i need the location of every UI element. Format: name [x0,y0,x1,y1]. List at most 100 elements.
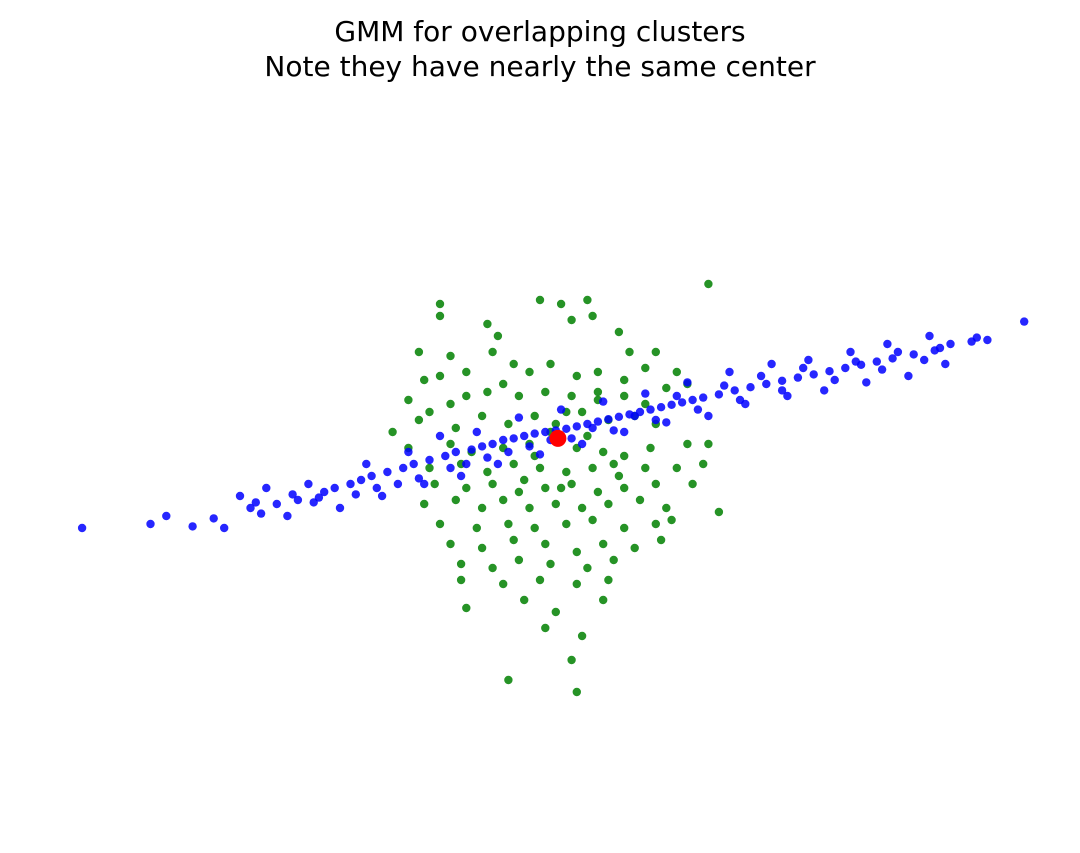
cluster-1-point [667,515,676,525]
cluster-2-point [809,370,818,379]
cluster-2-point [693,405,703,414]
cluster-2-point [446,463,455,473]
cluster-2-point [620,427,629,437]
cluster-1-point [430,479,439,489]
cluster-1-point [672,367,681,377]
cluster-1-point [472,523,481,533]
cluster-2-point [799,363,808,373]
cluster-2-point [514,413,524,422]
cluster-1-point [688,479,697,489]
cluster-2-point [462,459,471,469]
cluster-1-point [530,523,539,533]
cluster-2-point [346,479,355,489]
cluster-1-point [583,295,592,305]
cluster-1-point [614,471,624,481]
cluster-1-point [620,523,629,533]
cluster-2-point [983,335,992,345]
cluster-2-point [314,493,324,502]
cluster-1-point [593,367,603,377]
cluster-1-point [499,579,508,589]
cluster-1-point [435,371,445,381]
cluster-1-point [435,311,445,321]
cluster-1-point [635,495,645,505]
cluster-2-point [577,439,587,449]
cluster-1-point [456,575,466,585]
cluster-2-point [767,359,776,369]
chart-title-block: GMM for overlapping clusters Note they h… [0,14,1080,84]
cluster-1-point [541,387,550,397]
cluster-2-point [777,376,787,385]
cluster-2-point [304,479,313,489]
cluster-1-point [567,391,576,401]
cluster-1-point [514,391,524,401]
cluster-1-point [572,579,581,589]
cluster-1-point [541,539,550,549]
cluster-2-point [351,490,360,499]
cluster-2-point [777,386,787,395]
cluster-1-point [488,479,497,489]
cluster-2-point [246,503,255,513]
cluster-1-point [630,543,639,553]
cluster-1-point [704,279,713,289]
cluster-1-point [404,395,413,405]
cluster-1-point [620,375,629,385]
cluster-2-point [667,400,676,409]
cluster-1-point [604,575,613,585]
cluster-2-point [356,475,366,485]
cluster-1-point [520,475,529,485]
cluster-1-point [546,359,555,369]
cluster-2-point [188,522,197,531]
cluster-2-point [793,373,803,382]
chart-subtitle: Note they have nearly the same center [264,50,816,83]
cluster-2-point [256,509,266,518]
cluster-2-point [220,523,229,533]
cluster-1-point [651,519,660,529]
cluster-1-point [556,299,566,309]
cluster-2-point [904,371,913,381]
cluster-2-point [609,426,618,435]
cluster-2-point [714,390,724,399]
cluster-1-point [414,415,424,425]
cluster-1-point [588,311,597,321]
cluster-1-point [530,411,539,421]
cluster-2-point [451,447,460,457]
cluster-2-point [972,333,981,342]
cluster-2-point [535,450,545,459]
cluster-2-point [367,471,376,481]
cluster-2-point [720,381,729,390]
cluster-1-point [477,543,487,553]
cluster-1-point [551,499,560,509]
cluster-2-point [883,339,892,349]
cluster-1-point [535,575,545,585]
cluster-2-point [599,397,608,406]
cluster-2-point [877,365,887,374]
cluster-2-point [699,393,708,402]
cluster-1-point [704,439,713,449]
cluster-1-point [535,295,545,305]
cluster-2-point [593,417,603,426]
cluster-2-point [488,439,497,449]
cluster-1-point [509,459,518,469]
cluster-1-point [662,383,671,393]
cluster-1-point [535,463,545,473]
cluster-1-point [446,399,455,409]
cluster-1-point [593,487,603,497]
cluster-1-point [572,547,581,557]
cluster-1-point [651,479,660,489]
cluster-2-point [483,453,492,462]
cluster-1-series [388,279,724,697]
cluster-2-point [393,479,403,489]
cluster-2-point [467,445,476,454]
cluster-2-point [414,474,424,483]
cluster-1-point [651,347,660,357]
cluster-1-point [456,559,466,569]
cluster-1-point [562,467,571,477]
cluster-1-point [599,539,608,549]
cluster-1-point [451,495,460,505]
cluster-1-point [551,607,560,617]
cluster-1-point [699,459,708,469]
cluster-1-point [588,515,597,525]
cluster-2-point [562,424,571,433]
cluster-2-point [614,412,624,421]
